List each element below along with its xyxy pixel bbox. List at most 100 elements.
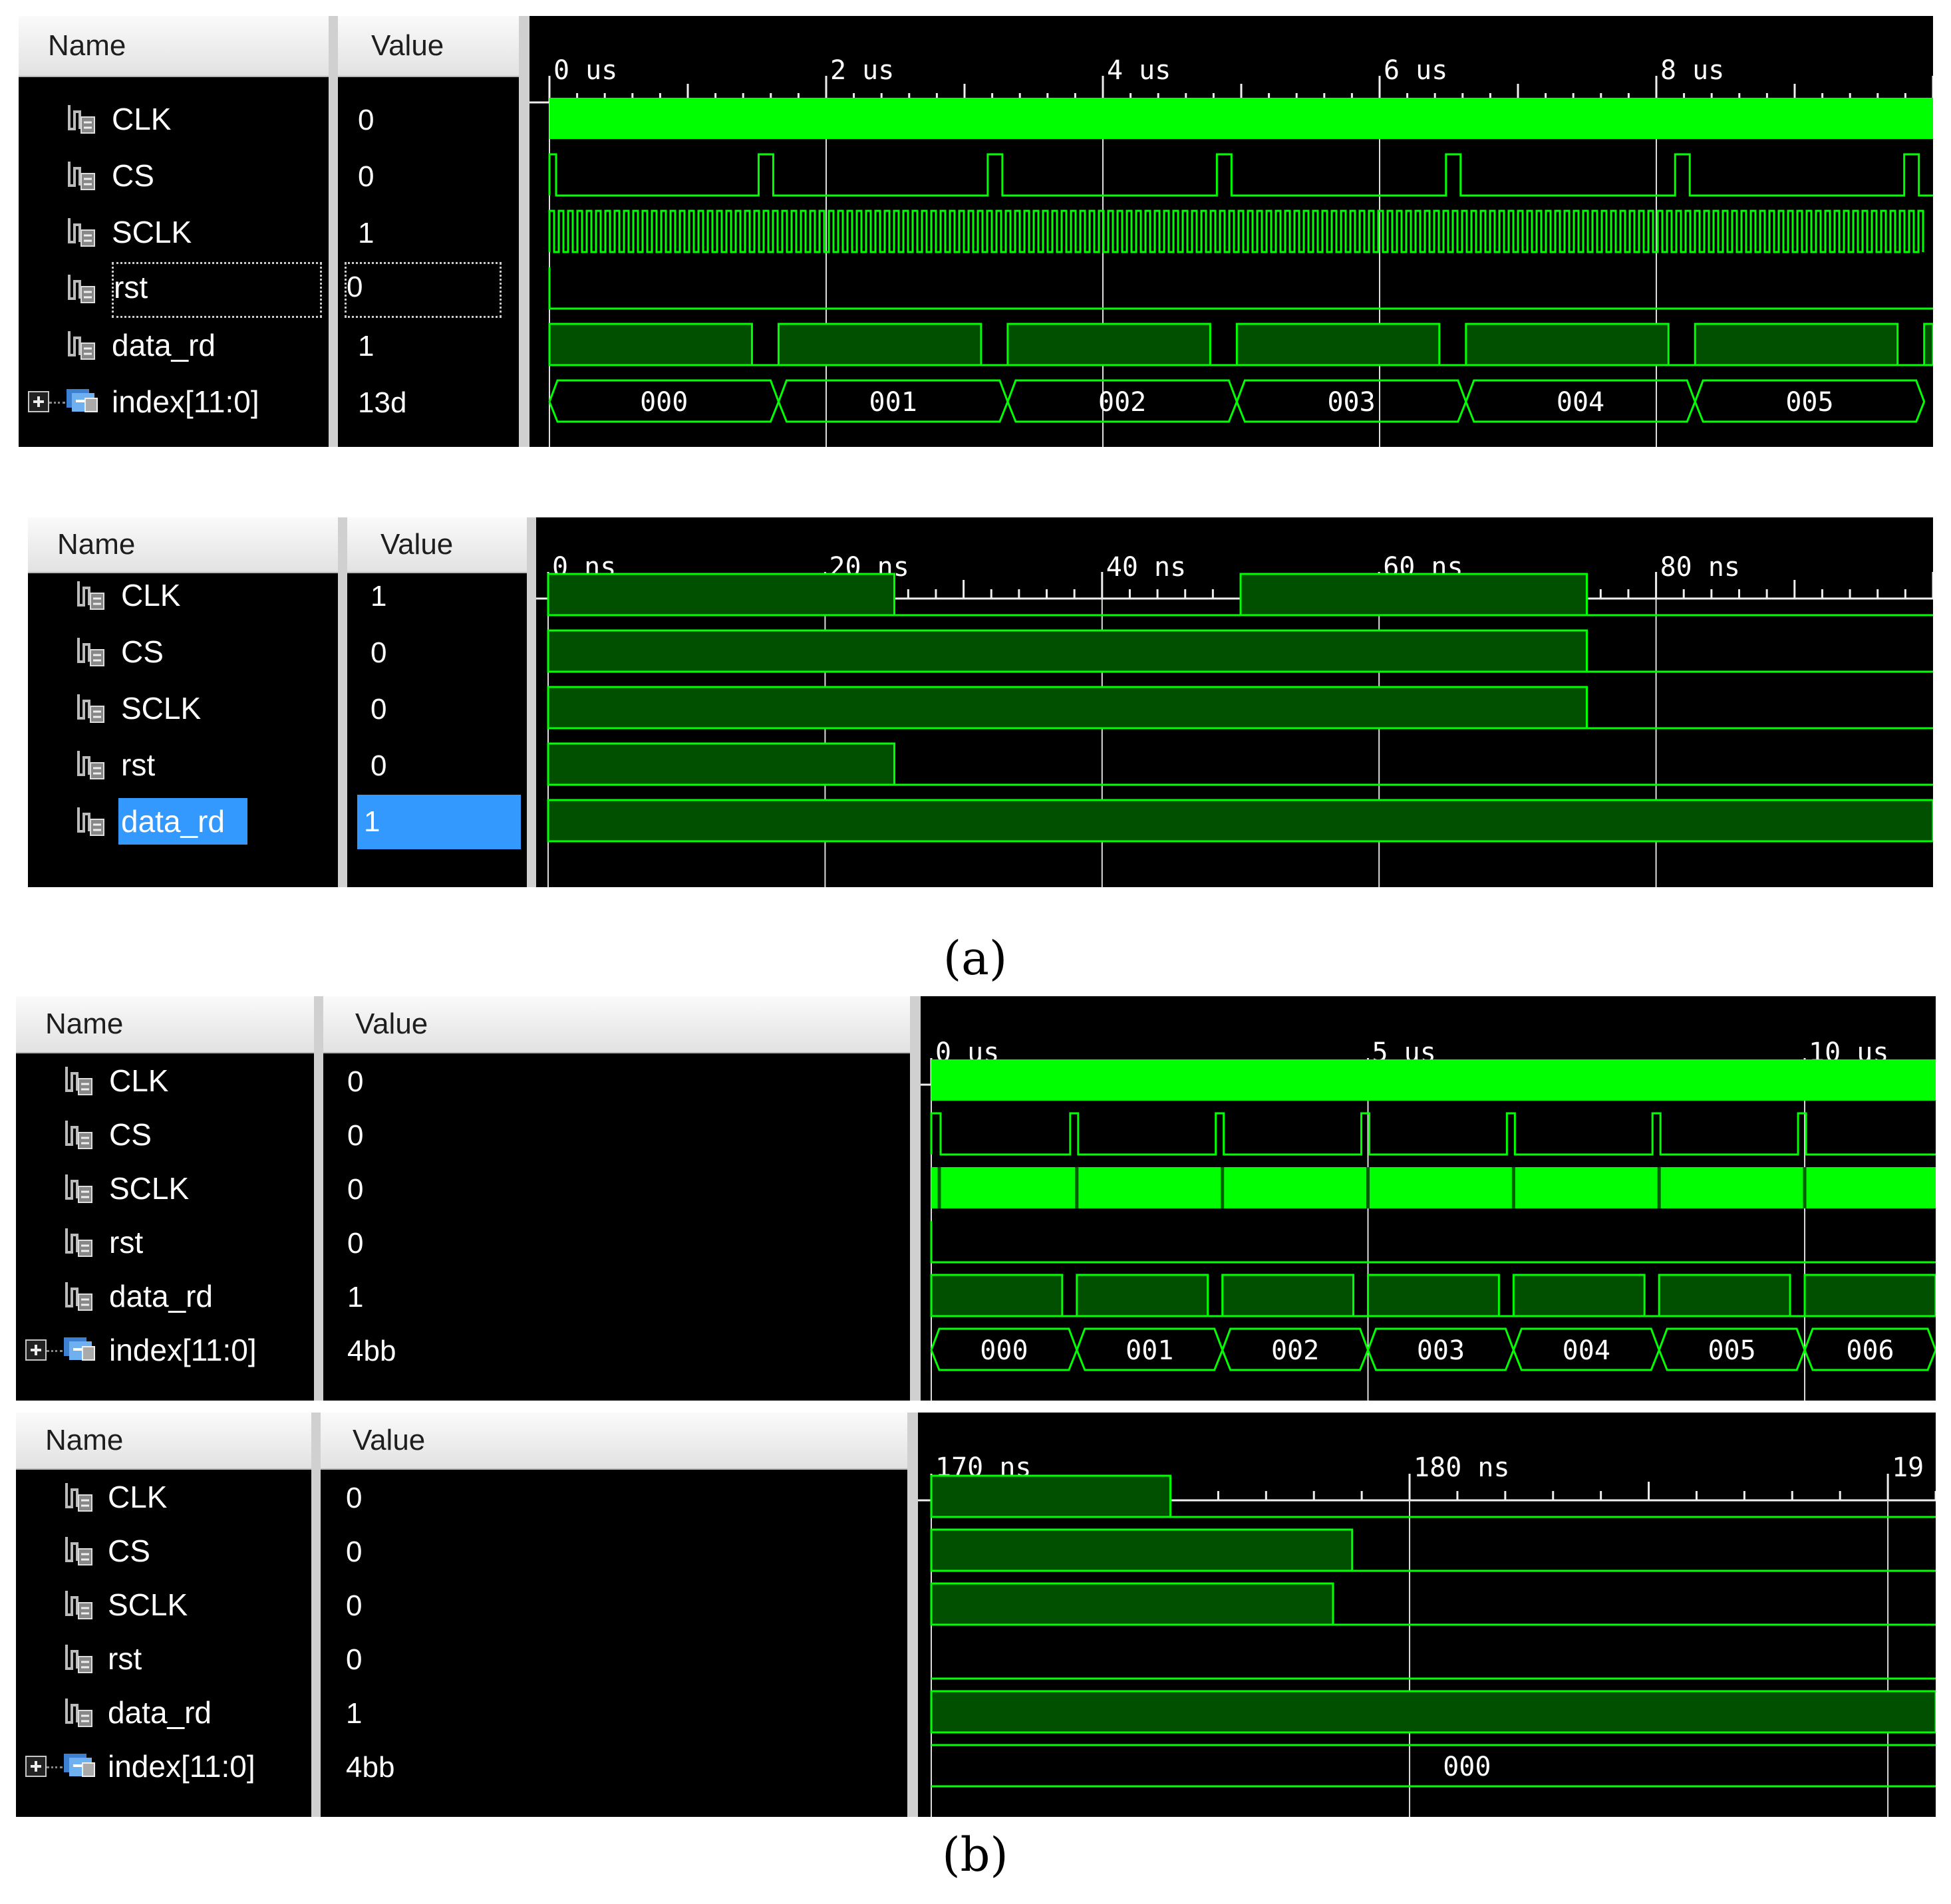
waveform-area[interactable]: 0 ns 20 ns 40 ns 60 ns 80 ns <box>536 517 1933 887</box>
bus-signal-icon <box>67 389 98 412</box>
name-column-header[interactable]: Name <box>16 1413 311 1470</box>
bus-value: 005 <box>1785 387 1833 418</box>
signal-value: 0 <box>371 693 387 726</box>
wave-clk <box>1239 573 1588 616</box>
signal-value: 4bb <box>347 1335 396 1367</box>
signal-name[interactable]: rst <box>112 262 322 318</box>
signal-name[interactable]: CLK <box>109 1063 169 1098</box>
name-column: Name <box>16 996 314 1401</box>
column-separator[interactable] <box>907 1413 918 1817</box>
value-column-header[interactable]: Value <box>321 1413 907 1470</box>
signal-name[interactable]: index[11:0] <box>108 1749 255 1784</box>
signal-value: 0 <box>347 1173 364 1206</box>
name-column-header[interactable]: Name <box>19 16 329 77</box>
signal-name[interactable]: data_rd <box>112 328 216 362</box>
ruler-label: 6 us <box>1384 55 1447 86</box>
signal-value: 0 <box>345 262 502 318</box>
signal-name[interactable]: CS <box>112 158 154 193</box>
waveform-panel-b2: Name Value 170 ns 180 ns 19 000 CLK 0 CS 0 SCLK… <box>16 1413 1936 1817</box>
signal-value: 0 <box>358 104 375 136</box>
column-separator[interactable] <box>519 16 529 447</box>
tree-connector <box>49 402 65 404</box>
signal-name[interactable]: data_rd <box>108 1695 212 1730</box>
waveform-canvas[interactable]: 0 ns 20 ns 40 ns 60 ns 80 ns <box>536 517 1933 887</box>
bus-segment <box>1803 1327 1936 1371</box>
signal-name[interactable]: CLK <box>108 1480 168 1514</box>
wave-data-rd <box>548 323 1933 366</box>
signal-value: 0 <box>371 749 387 782</box>
expand-plus-icon[interactable] <box>25 1756 47 1777</box>
name-header-label: Name <box>45 1424 124 1456</box>
signal-name[interactable]: index[11:0] <box>109 1333 257 1367</box>
bus-value: 003 <box>1327 387 1375 418</box>
waveform-area[interactable]: 0 us 5 us 10 us 000 001 002 003 004 005 006 <box>921 996 1936 1401</box>
logic-signal-icon <box>65 1121 92 1149</box>
wave-cs <box>930 1112 1936 1156</box>
logic-signal-icon <box>68 218 95 247</box>
signal-name[interactable]: data_rd <box>109 1279 214 1313</box>
column-separator[interactable] <box>314 996 323 1401</box>
waveform-area[interactable]: 170 ns 180 ns 19 000 <box>918 1413 1936 1817</box>
signal-name[interactable]: index[11:0] <box>112 384 259 419</box>
signal-name[interactable]: rst <box>109 1225 144 1260</box>
value-column-header[interactable]: Value <box>347 517 527 573</box>
wave-cs <box>548 153 1933 197</box>
signal-name[interactable]: rst <box>121 748 156 782</box>
signal-name[interactable]: CS <box>109 1117 152 1152</box>
signal-value: 0 <box>346 1536 363 1568</box>
bus-value: 000 <box>640 387 688 418</box>
column-separator[interactable] <box>338 517 347 887</box>
column-separator[interactable] <box>527 517 536 887</box>
signal-name[interactable]: CLK <box>121 578 181 612</box>
signal-name[interactable]: CS <box>121 634 164 669</box>
ruler-label: 8 us <box>1660 55 1724 86</box>
bus-segment <box>1006 379 1238 423</box>
name-header-label: Name <box>57 528 136 561</box>
column-separator[interactable] <box>910 996 921 1401</box>
signal-value: 1 <box>358 217 375 249</box>
logic-signal-icon <box>65 1699 92 1727</box>
waveform-canvas[interactable]: 0 us 2 us 4 us 6 us 8 us 000 001 002 003 004 005 <box>529 16 1933 447</box>
signal-name[interactable]: data_rd <box>118 798 248 845</box>
value-column-header[interactable]: Value <box>323 996 910 1053</box>
name-column: Name <box>16 1413 311 1817</box>
column-separator[interactable] <box>329 16 338 447</box>
bus-segment <box>1694 379 1926 423</box>
signal-name[interactable]: SCLK <box>121 691 202 726</box>
signal-name[interactable]: SCLK <box>109 1171 190 1206</box>
expand-plus-icon[interactable] <box>28 391 49 412</box>
bus-segment <box>930 1327 1078 1371</box>
signal-value: 0 <box>358 160 375 193</box>
wave-rst <box>547 742 895 786</box>
waveform-area[interactable]: 0 us 2 us 4 us 6 us 8 us 000 001 002 003 004 005 <box>529 16 1933 447</box>
column-separator[interactable] <box>311 1413 321 1817</box>
value-column-header[interactable]: Value <box>338 16 519 77</box>
signal-value: 0 <box>346 1643 363 1676</box>
signal-value: 0 <box>347 1119 364 1152</box>
bus-segment <box>1658 1327 1806 1371</box>
value-column: Value <box>323 996 910 1401</box>
value-header-label: Value <box>353 1424 426 1456</box>
signal-name[interactable]: CS <box>108 1534 150 1568</box>
name-header-label: Name <box>48 29 126 62</box>
bus-segment <box>1512 1327 1660 1371</box>
wave-sclk <box>931 1167 1936 1208</box>
name-column-header[interactable]: Name <box>16 996 314 1053</box>
signal-name[interactable]: SCLK <box>108 1587 188 1622</box>
wave-clk <box>931 1059 1936 1101</box>
name-column-header[interactable]: Name <box>28 517 338 573</box>
signal-value: 1 <box>357 795 521 849</box>
expand-plus-icon[interactable] <box>25 1339 47 1361</box>
signal-name[interactable]: SCLK <box>112 215 192 249</box>
waveform-panel-a1: Name Value 0 us 2 us 4 us 6 us 8 us 000 001 002… <box>19 16 1933 447</box>
logic-signal-icon <box>65 1537 92 1565</box>
wave-rst <box>548 267 1933 310</box>
bus-segment <box>777 379 1009 423</box>
bus-value: 004 <box>1557 387 1604 418</box>
tree-connector <box>47 1766 63 1768</box>
signal-value: 0 <box>346 1482 363 1514</box>
signal-name[interactable]: rst <box>108 1641 142 1676</box>
signal-name[interactable]: CLK <box>112 102 172 136</box>
